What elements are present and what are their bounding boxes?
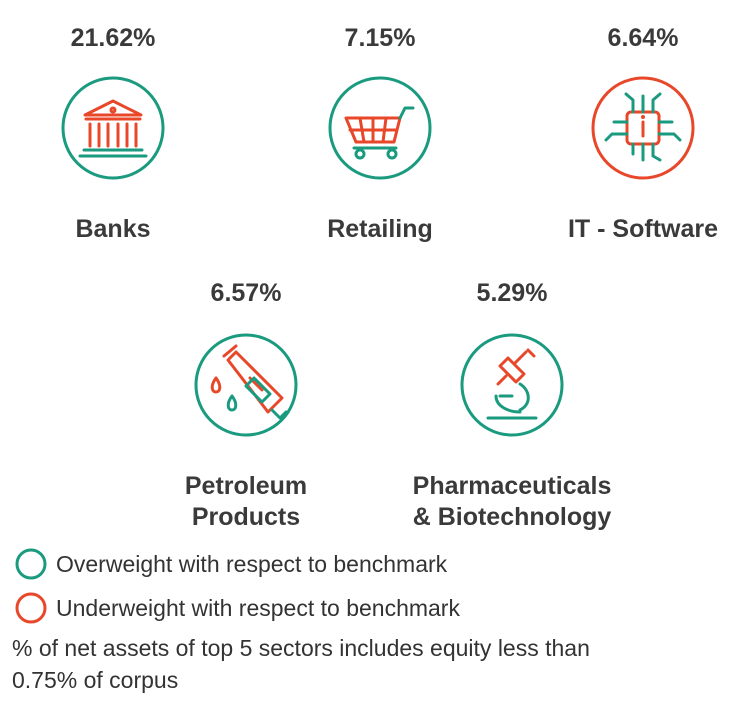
footnote: 0.75% of corpus	[12, 667, 178, 693]
fuel-icon	[210, 344, 288, 420]
sector-percent: 5.29%	[477, 279, 548, 307]
sector-percent: 6.64%	[608, 24, 679, 52]
sector-circle	[328, 76, 432, 180]
sector-percent: 21.62%	[71, 24, 156, 52]
sector-name: & Biotechnology	[413, 503, 612, 531]
sector-name: Banks	[75, 215, 150, 243]
sector-circle	[61, 76, 165, 180]
chip-icon	[604, 92, 682, 162]
legend-label: Underweight with respect to benchmark	[56, 595, 460, 621]
sector-name: Products	[192, 503, 300, 531]
cart-icon	[344, 106, 415, 160]
sector-circle	[194, 333, 298, 437]
sector-percent: 7.15%	[345, 24, 416, 52]
bank-icon	[78, 99, 148, 158]
footnote: % of net assets of top 5 sectors include…	[12, 635, 590, 661]
sector-circle	[460, 333, 564, 437]
sector-percent: 6.57%	[211, 279, 282, 307]
sector-name: Retailing	[327, 215, 433, 243]
microscope-icon	[486, 348, 538, 420]
sector-circle	[591, 76, 695, 180]
legend-swatch	[15, 548, 47, 580]
icons	[78, 92, 682, 420]
legend-swatch	[15, 592, 47, 624]
sector-name: Pharmaceuticals	[413, 472, 612, 500]
sector-name: IT - Software	[568, 215, 718, 243]
legend-label: Overweight with respect to benchmark	[56, 551, 448, 577]
sector-name: Petroleum	[185, 472, 307, 500]
